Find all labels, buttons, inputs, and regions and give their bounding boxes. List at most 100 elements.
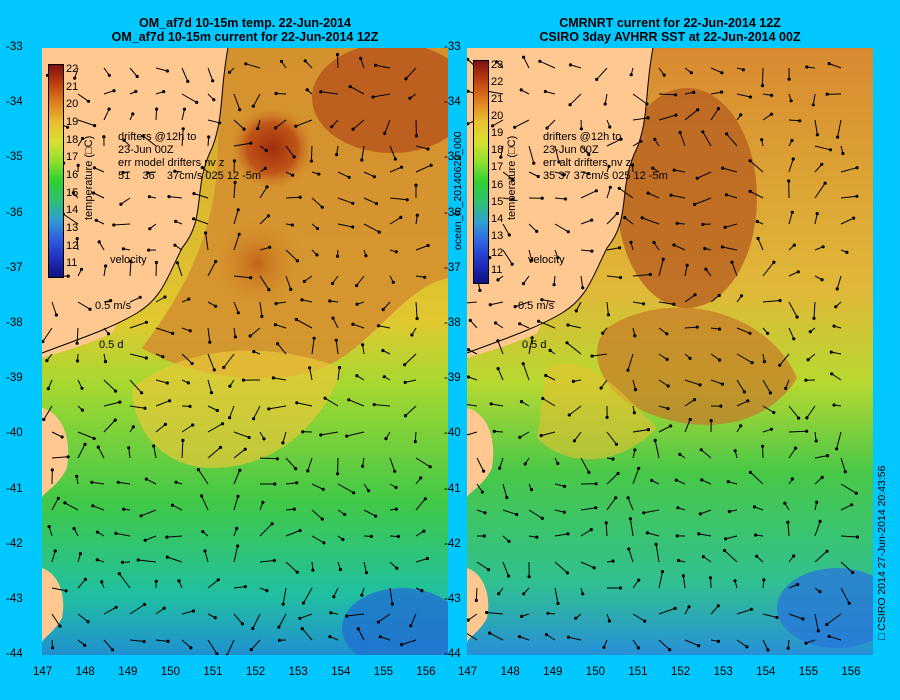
- velocity-arrow-head: [755, 219, 759, 224]
- velocity-arrow-head: [511, 197, 515, 201]
- velocity-arrow: [787, 522, 790, 537]
- velocity-arrow-head: [384, 437, 388, 441]
- velocity-arrow-head: [483, 511, 487, 515]
- velocity-arrow-head: [574, 616, 578, 620]
- lon-tick-left: 150: [160, 666, 180, 678]
- lat-tick-mid: -38: [444, 317, 461, 329]
- velocity-arrow-head: [343, 512, 347, 517]
- colorbar-tick: 21: [66, 80, 79, 93]
- velocity-arrow-head: [290, 223, 294, 227]
- velocity-arrow-head: [281, 441, 285, 445]
- left-title-line2: OM_af7d 10-15m current for 22-Jun-2014 1…: [111, 30, 379, 44]
- velocity-arrow-head: [467, 375, 470, 379]
- velocity-arrow-head: [42, 339, 45, 344]
- velocity-arrow: [233, 613, 243, 625]
- velocity-arrow-head: [790, 138, 794, 143]
- velocity-arrow-head: [467, 89, 470, 93]
- velocity-arrow-head: [530, 336, 534, 340]
- velocity-arrow-head: [155, 107, 159, 111]
- velocity-arrow-head: [611, 457, 615, 461]
- velocity-arrow-head: [772, 260, 776, 264]
- velocity-arrow-head: [225, 653, 229, 655]
- velocity-arrow: [304, 60, 313, 69]
- velocity-arrow-head: [540, 516, 544, 520]
- colorbar-tick: 21: [491, 93, 504, 106]
- velocity-arrow-head: [605, 415, 609, 419]
- velocity-arrow-head: [806, 358, 810, 362]
- velocity-arrow: [103, 606, 117, 615]
- velocity-arrow-head: [289, 287, 293, 291]
- velocity-arrow: [554, 197, 566, 200]
- velocity-arrow-head: [182, 107, 187, 111]
- velocity-arrow-head: [536, 174, 540, 179]
- velocity-arrow: [155, 607, 165, 615]
- right-velocity-scale: 0.5 m/s 0.5 d: [518, 274, 554, 365]
- velocity-arrow: [642, 217, 660, 225]
- lat-tick-left: -40: [6, 427, 23, 440]
- velocity-arrow: [233, 301, 239, 313]
- velocity-arrow-head: [83, 643, 87, 647]
- velocity-arrow-head: [376, 620, 381, 624]
- velocity-arrow-head: [611, 559, 615, 563]
- velocity-arrow-head: [685, 263, 689, 267]
- velocity-arrow: [840, 195, 857, 199]
- velocity-arrow-head: [829, 350, 833, 354]
- velocity-arrow: [193, 193, 209, 199]
- velocity-arrow: [654, 440, 660, 459]
- velocity-arrow-head: [579, 127, 583, 131]
- velocity-arrow-head: [796, 270, 800, 274]
- velocity-arrow: [233, 586, 246, 589]
- lon-tick-left: 153: [288, 666, 308, 678]
- velocity-arrow-head: [794, 446, 798, 450]
- velocity-arrow-head: [572, 439, 576, 443]
- velocity-arrow-head: [835, 287, 839, 291]
- velocity-arrow: [77, 301, 91, 310]
- velocity-arrow-head: [507, 233, 511, 237]
- velocity-arrow: [580, 249, 592, 252]
- velocity-arrow: [684, 109, 699, 121]
- velocity-arrow-head: [825, 454, 830, 458]
- velocity-arrow: [299, 613, 313, 619]
- velocity-arrow: [233, 119, 245, 130]
- velocity-arrow-head: [162, 606, 166, 610]
- velocity-arrow-head: [717, 327, 722, 331]
- velocity-arrow-head: [678, 452, 682, 456]
- velocity-arrow-head: [491, 124, 495, 128]
- velocity-arrow-head: [541, 396, 545, 401]
- velocity-arrow: [223, 353, 235, 368]
- velocity-arrow-head: [351, 201, 355, 205]
- velocity-arrow-head: [546, 611, 550, 615]
- velocity-arrow-head: [281, 602, 285, 606]
- velocity-arrow-head: [66, 274, 70, 278]
- velocity-arrow: [724, 550, 738, 563]
- velocity-arrow-head: [841, 151, 845, 156]
- velocity-arrow: [310, 145, 313, 162]
- velocity-arrow-head: [548, 348, 552, 352]
- velocity-arrow-head: [532, 161, 536, 165]
- velocity-arrow-head: [359, 56, 363, 60]
- velocity-arrow-head: [739, 294, 744, 298]
- velocity-arrow-head: [347, 175, 351, 179]
- velocity-arrow-head: [608, 125, 612, 129]
- velocity-arrow: [788, 271, 799, 277]
- velocity-arrow: [103, 419, 116, 433]
- velocity-arrow-head: [92, 191, 96, 195]
- velocity-arrow: [51, 587, 67, 592]
- left-warm-patch: [312, 48, 448, 153]
- velocity-arrow: [207, 447, 221, 459]
- velocity-arrow-head: [487, 568, 491, 572]
- velocity-arrow: [658, 114, 677, 121]
- velocity-arrow-head: [745, 645, 749, 649]
- velocity-arrow-head: [468, 318, 472, 322]
- velocity-arrow-head: [850, 503, 854, 507]
- velocity-arrow-head: [733, 449, 737, 453]
- left-land-mainland: [42, 48, 228, 353]
- velocity-arrow-head: [419, 476, 423, 480]
- velocity-arrow: [840, 561, 853, 573]
- velocity-arrow-head: [778, 298, 782, 303]
- velocity-arrow: [497, 340, 504, 355]
- velocity-arrow-head: [566, 323, 570, 327]
- velocity-arrow: [632, 468, 640, 485]
- velocity-arrow: [814, 477, 823, 485]
- velocity-arrow-head: [216, 578, 220, 582]
